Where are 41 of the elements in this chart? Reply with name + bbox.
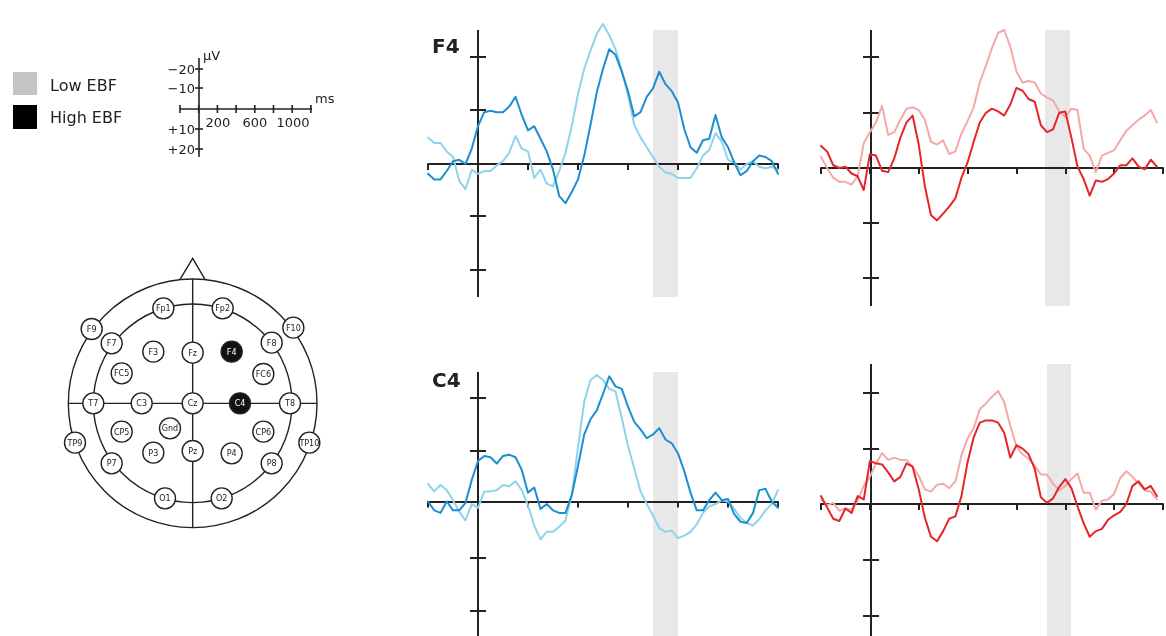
text: 200 xyxy=(205,114,231,130)
text: FC6 xyxy=(255,370,271,379)
text: Fp2 xyxy=(215,304,231,314)
text: O2 xyxy=(215,494,228,504)
text: CP5 xyxy=(113,427,130,437)
text: FC5 xyxy=(114,369,130,379)
text: P8 xyxy=(266,459,277,469)
text: P7 xyxy=(106,459,117,469)
text: P3 xyxy=(148,448,159,458)
text: Gnd xyxy=(161,424,179,434)
text: +10 xyxy=(167,121,195,137)
text: F8 xyxy=(266,338,277,348)
text: High EBF xyxy=(50,107,123,127)
text: 1000 xyxy=(276,114,310,130)
text: TP10 xyxy=(298,438,320,448)
text: O1 xyxy=(159,494,171,504)
text: F3 xyxy=(148,347,159,357)
text: ms xyxy=(315,90,335,106)
text: P4 xyxy=(226,449,237,459)
text: F4 xyxy=(226,347,237,357)
text: −10 xyxy=(167,80,195,96)
text: TP9 xyxy=(66,438,83,448)
text: µV xyxy=(203,47,221,63)
text: T7 xyxy=(87,399,99,409)
text: Fz xyxy=(188,348,198,358)
text: F10 xyxy=(285,323,301,333)
text: F4 xyxy=(432,34,460,58)
text: 600 xyxy=(242,114,268,130)
text: F9 xyxy=(86,325,97,334)
text: T8 xyxy=(284,399,295,409)
text: Fp1 xyxy=(155,304,171,314)
text: Low EBF xyxy=(50,75,117,95)
text: F7 xyxy=(106,339,117,349)
text: Cz xyxy=(187,399,198,409)
text: Pz xyxy=(188,447,198,456)
text: C4 xyxy=(234,399,246,409)
text: CP6 xyxy=(255,427,272,437)
text: −20 xyxy=(167,61,195,77)
text: +20 xyxy=(167,141,195,157)
text: C3 xyxy=(136,399,148,409)
chart-title: C4 xyxy=(432,368,461,392)
